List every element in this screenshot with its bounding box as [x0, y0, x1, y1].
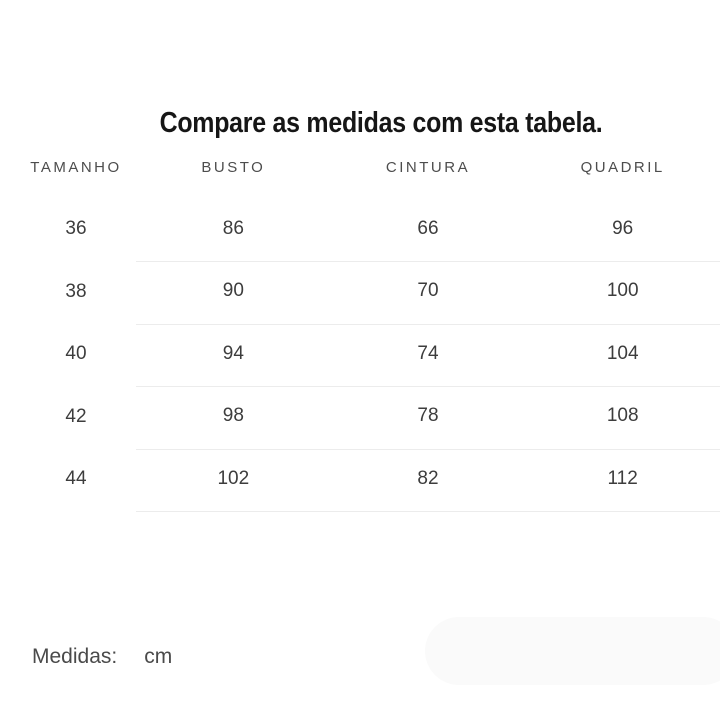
- cell-quadril: 96: [525, 198, 720, 262]
- cell-busto: 90: [136, 260, 331, 325]
- cell-quadril: 112: [525, 448, 720, 512]
- column-header-busto: BUSTO: [201, 159, 266, 176]
- cell-busto: 94: [136, 323, 331, 387]
- table-header-row: TAMANHO BUSTO CINTURA QUADRIL: [0, 137, 720, 198]
- cell-cintura: 78: [330, 385, 526, 450]
- cell-busto: 102: [136, 448, 331, 512]
- cell-busto: 86: [136, 198, 331, 262]
- cell-quadril: 108: [525, 385, 720, 450]
- cell-tamanho: 40: [65, 343, 87, 364]
- column-header-tamanho: TAMANHO: [30, 159, 122, 176]
- cell-tamanho: 44: [65, 468, 87, 489]
- table-row: 44 102 82 112: [0, 448, 720, 512]
- cell-tamanho: 42: [65, 405, 87, 427]
- measurements-footer: Medidas: cm: [32, 644, 172, 669]
- cell-cintura: 82: [330, 448, 526, 512]
- cell-quadril: 104: [525, 323, 720, 387]
- table-row: 36 86 66 96: [0, 198, 720, 262]
- cell-cintura: 66: [330, 198, 526, 262]
- cell-cintura: 74: [330, 323, 526, 387]
- unit-value: cm: [144, 645, 173, 668]
- column-header-quadril: QUADRIL: [580, 159, 665, 176]
- table-row: 40 94 74 104: [0, 323, 720, 387]
- footer-label: Medidas:: [32, 645, 118, 668]
- cell-tamanho: 36: [65, 218, 87, 239]
- cell-busto: 98: [136, 385, 331, 450]
- table-row: 42 98 78 108: [0, 385, 720, 450]
- column-header-cintura: CINTURA: [385, 159, 471, 176]
- page-title: Compare as medidas com esta tabela.: [159, 107, 603, 139]
- measurements-table: TAMANHO BUSTO CINTURA QUADRIL 36 86 66 9…: [0, 137, 720, 512]
- cell-tamanho: 38: [65, 280, 87, 302]
- table-row: 38 90 70 100: [0, 260, 720, 325]
- cell-cintura: 70: [330, 260, 526, 325]
- pill-placeholder: [425, 617, 720, 685]
- cell-quadril: 100: [525, 260, 720, 325]
